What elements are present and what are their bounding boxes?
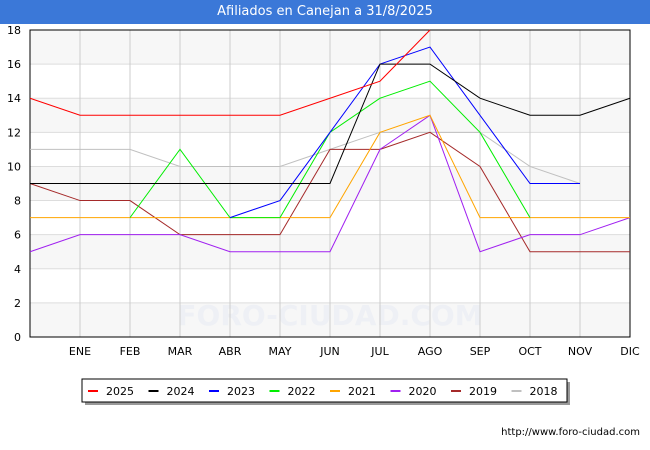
legend-label-2019: 2019 xyxy=(469,385,497,398)
legend-label-2020: 2020 xyxy=(409,385,437,398)
legend-label-2018: 2018 xyxy=(530,385,558,398)
y-tick-label: 14 xyxy=(7,92,21,105)
y-tick-label: 10 xyxy=(7,160,21,173)
series-line-2025 xyxy=(29,29,431,116)
chart-title: Afiliados en Canejan a 31/8/2025 xyxy=(0,0,650,24)
y-tick-label: 18 xyxy=(7,24,21,37)
series-line-2024 xyxy=(30,63,631,184)
y-tick-label: 0 xyxy=(14,331,21,344)
footer-url[interactable]: http://www.foro-ciudad.com xyxy=(501,427,640,438)
x-tick-label: NOV xyxy=(568,345,593,358)
legend-label-2024: 2024 xyxy=(167,385,195,398)
x-tick-label: ABR xyxy=(219,345,242,358)
legend-label-2025: 2025 xyxy=(106,385,134,398)
y-tick-label: 4 xyxy=(14,263,21,276)
x-tick-label: AGO xyxy=(418,345,443,358)
series-line-2018 xyxy=(30,131,581,184)
x-tick-label: JUL xyxy=(370,345,389,358)
series-line-2020 xyxy=(29,114,631,253)
legend-label-2023: 2023 xyxy=(227,385,255,398)
legend xyxy=(81,378,568,403)
x-tick-label: SEP xyxy=(470,345,491,358)
y-tick-label: 2 xyxy=(14,297,21,310)
x-tick-label: OCT xyxy=(518,345,541,358)
y-tick-label: 8 xyxy=(14,195,21,208)
x-tick-label: MAY xyxy=(269,345,292,358)
legend-label-2021: 2021 xyxy=(348,385,376,398)
x-tick-label: DIC xyxy=(620,345,640,358)
x-tick-label: MAR xyxy=(168,345,193,358)
y-tick-label: 16 xyxy=(7,58,21,71)
series-line-2019 xyxy=(29,131,630,253)
legend-label-2022: 2022 xyxy=(288,385,316,398)
x-tick-label: JUN xyxy=(319,345,340,358)
y-tick-label: 6 xyxy=(14,229,21,242)
x-tick-label: ENE xyxy=(69,345,91,358)
y-tick-label: 12 xyxy=(7,126,21,139)
x-tick-label: FEB xyxy=(120,345,141,358)
